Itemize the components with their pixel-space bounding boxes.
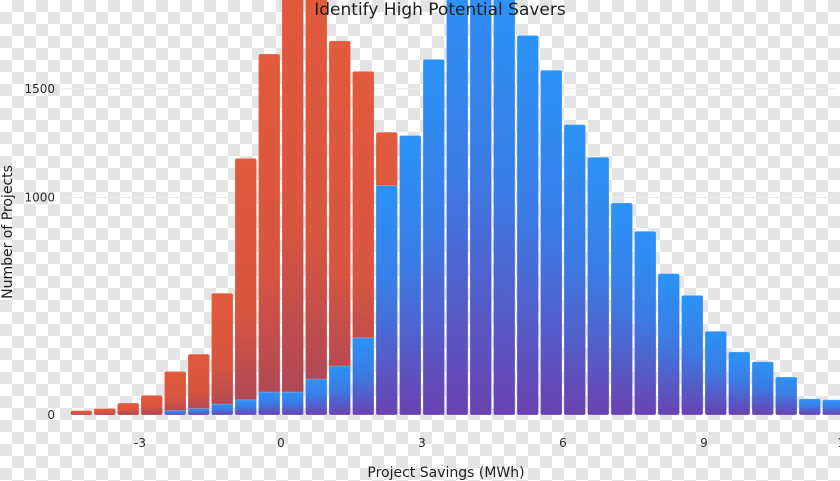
- bar-blue: [540, 69, 563, 416]
- bar-blue: [446, 0, 469, 416]
- bar-blue: [563, 124, 586, 416]
- y-tick-label: 1500: [24, 82, 55, 96]
- bar-blue: [211, 403, 234, 416]
- bar-blue: [493, 0, 516, 416]
- bar-blue: [775, 376, 798, 416]
- bar-blue: [681, 294, 704, 416]
- x-tick-label: 0: [277, 436, 285, 450]
- bar-blue: [634, 230, 657, 416]
- bar-blue: [728, 351, 751, 416]
- bar-red: [234, 157, 257, 416]
- bar-red: [305, 0, 328, 416]
- bar-blue: [516, 34, 539, 416]
- bar-blue: [164, 410, 187, 416]
- series-blue-bars: [164, 0, 840, 416]
- bar-red: [328, 40, 351, 416]
- y-axis-label: Number of Projects: [0, 165, 16, 299]
- bar-red: [187, 353, 210, 416]
- bar-red: [70, 410, 93, 416]
- x-tick-label: 9: [700, 436, 708, 450]
- x-tick-label: 12: [837, 436, 840, 450]
- bar-blue: [610, 202, 633, 416]
- x-axis-label: Project Savings (MWh): [367, 465, 524, 481]
- bar-blue: [822, 399, 840, 416]
- bar-blue: [399, 135, 422, 416]
- bar-red: [164, 371, 187, 416]
- y-tick-label: 0: [47, 408, 55, 422]
- bar-blue: [751, 361, 774, 416]
- bar-blue: [305, 378, 328, 416]
- bar-blue: [798, 398, 821, 416]
- x-tick-label: 3: [418, 436, 426, 450]
- x-tick-label: 6: [559, 436, 567, 450]
- bar-blue: [422, 58, 445, 416]
- bar-blue: [187, 407, 210, 416]
- bar-blue: [281, 391, 304, 416]
- bar-blue: [587, 156, 610, 416]
- bar-blue: [657, 273, 680, 416]
- chart-title: Identify High Potential Savers: [314, 0, 566, 20]
- bar-red: [93, 407, 116, 416]
- bar-blue: [234, 399, 257, 416]
- y-tick-label: 1000: [24, 191, 55, 205]
- bar-blue: [704, 330, 727, 416]
- bar-red: [140, 394, 163, 416]
- bar-blue: [375, 185, 398, 416]
- bar-blue: [328, 365, 351, 416]
- bar-red: [117, 402, 140, 416]
- y-axis-ticks: 0100015002000: [24, 82, 55, 422]
- bar-red: [258, 53, 281, 416]
- bar-red: [211, 292, 234, 416]
- bar-blue: [469, 0, 492, 416]
- bar-blue: [258, 391, 281, 416]
- bar-red: [281, 0, 304, 416]
- bar-blue: [352, 337, 375, 416]
- x-axis-ticks: -3 0 3 6 9 12: [134, 436, 840, 450]
- x-tick-label: -3: [134, 436, 146, 450]
